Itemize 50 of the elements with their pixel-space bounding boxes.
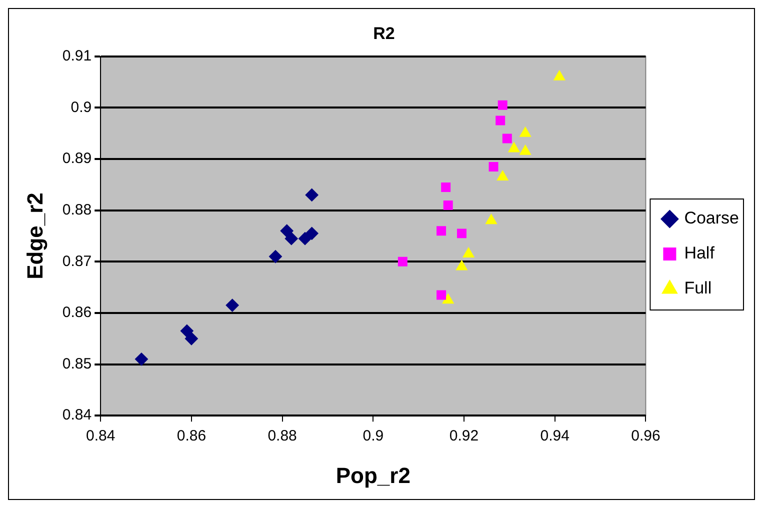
legend-label: Half bbox=[684, 244, 715, 263]
x-tick-label: 0.92 bbox=[449, 428, 479, 445]
x-axis-title: Pop_r2 bbox=[336, 462, 410, 488]
point bbox=[486, 214, 497, 224]
point bbox=[226, 298, 239, 312]
point bbox=[443, 200, 453, 210]
x-tick-label: 0.94 bbox=[540, 428, 570, 445]
point bbox=[305, 226, 318, 240]
point bbox=[305, 188, 318, 202]
chart-title: R2 bbox=[373, 24, 395, 43]
point bbox=[441, 182, 451, 192]
y-tick-label: 0.88 bbox=[62, 201, 92, 218]
point bbox=[462, 247, 474, 258]
point bbox=[502, 134, 512, 144]
x-tick-label: 0.9 bbox=[362, 428, 384, 445]
point bbox=[284, 232, 298, 246]
point bbox=[398, 256, 408, 266]
point bbox=[520, 126, 532, 137]
point bbox=[456, 260, 468, 270]
point bbox=[496, 170, 508, 180]
point bbox=[180, 324, 194, 338]
point bbox=[496, 116, 506, 126]
y-tick-label: 0.84 bbox=[62, 406, 92, 424]
point bbox=[554, 70, 566, 80]
x-tick-label: 0.96 bbox=[631, 428, 660, 445]
y-tick-label: 0.91 bbox=[62, 48, 92, 65]
point bbox=[280, 224, 294, 238]
point bbox=[456, 228, 466, 238]
y-axis-title: Edge_r2 bbox=[22, 192, 48, 280]
point bbox=[436, 290, 446, 300]
point bbox=[442, 294, 454, 304]
point bbox=[134, 352, 148, 366]
y-tick-label: 0.86 bbox=[62, 304, 92, 322]
y-tick-label: 0.9 bbox=[70, 98, 92, 116]
x-tick-label: 0.84 bbox=[86, 428, 116, 445]
point bbox=[436, 226, 446, 236]
point bbox=[298, 232, 312, 246]
point bbox=[508, 142, 520, 152]
point bbox=[488, 162, 498, 172]
legend-label: Coarse bbox=[684, 208, 740, 228]
point bbox=[498, 100, 508, 110]
y-tick-label: 0.87 bbox=[62, 252, 92, 270]
point bbox=[520, 144, 532, 155]
legend-label: Full bbox=[684, 278, 712, 298]
x-tick-label: 0.86 bbox=[176, 428, 206, 445]
point bbox=[268, 250, 282, 264]
y-tick-label: 0.85 bbox=[62, 355, 92, 372]
point bbox=[184, 332, 198, 346]
y-tick-label: 0.89 bbox=[62, 150, 92, 168]
x-tick-label: 0.88 bbox=[268, 428, 297, 445]
